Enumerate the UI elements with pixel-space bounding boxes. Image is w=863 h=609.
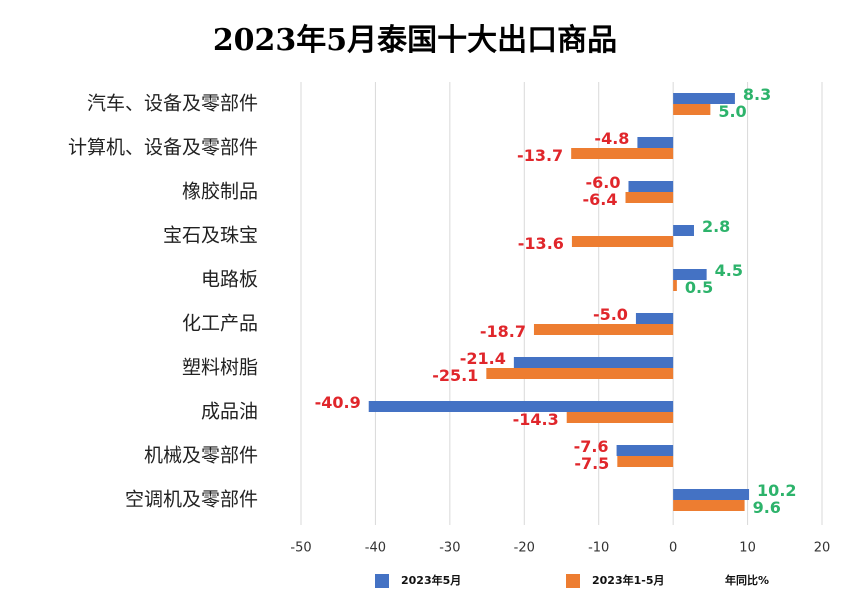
value-label: -6.4: [583, 190, 618, 209]
x-tick-label: 20: [814, 541, 831, 556]
category-label: 塑料树脂: [182, 357, 258, 379]
bar: [673, 500, 745, 511]
x-tick-label: -20: [514, 541, 535, 556]
bar: [625, 192, 674, 203]
bar: [628, 181, 674, 192]
x-tick-label: -50: [290, 541, 311, 556]
legend-swatch: [375, 574, 389, 588]
bar: [566, 412, 674, 423]
legend-swatch: [566, 574, 580, 588]
bar: [673, 269, 707, 280]
value-label: -13.6: [518, 234, 564, 253]
value-label: 2.8: [702, 217, 730, 236]
value-label: -6.0: [586, 173, 621, 192]
value-label: -7.6: [574, 437, 609, 456]
legend-label: 2023年1-5月: [592, 573, 665, 587]
bar: [673, 280, 677, 291]
value-label: -14.3: [513, 410, 559, 429]
value-label: 8.3: [743, 85, 771, 104]
bar: [635, 313, 674, 324]
bar: [673, 93, 735, 104]
bar: [673, 225, 694, 236]
value-label: 5.0: [718, 102, 746, 121]
x-tick-label: -30: [439, 541, 460, 556]
value-label: -7.5: [574, 454, 609, 473]
category-label: 化工产品: [182, 313, 258, 335]
bar: [673, 489, 750, 500]
category-label: 空调机及零部件: [125, 489, 258, 511]
category-label: 机械及零部件: [144, 445, 258, 467]
bar: [673, 104, 711, 115]
category-label: 汽车、设备及零部件: [87, 93, 258, 115]
value-label: -25.1: [432, 366, 478, 385]
bar: [571, 148, 674, 159]
bar: [513, 357, 674, 368]
legend-label: 2023年5月: [401, 573, 461, 587]
category-label: 电路板: [201, 269, 258, 291]
chart-title: 2023年5月泰国十大出口商品: [213, 23, 617, 58]
x-tick-label: -40: [365, 541, 386, 556]
x-tick-label: 10: [739, 541, 756, 556]
value-label: -40.9: [315, 393, 361, 412]
value-label: -18.7: [480, 322, 526, 341]
bar: [571, 236, 674, 247]
category-label: 宝石及珠宝: [163, 225, 258, 247]
value-label: -21.4: [460, 349, 506, 368]
bar: [617, 456, 674, 467]
category-label: 成品油: [201, 401, 258, 423]
bar: [637, 137, 674, 148]
category-label: 橡胶制品: [182, 181, 258, 203]
value-label: -4.8: [594, 129, 629, 148]
x-tick-label: -10: [588, 541, 609, 556]
bar: [616, 445, 674, 456]
value-label: 10.2: [757, 481, 796, 500]
bar: [533, 324, 674, 335]
value-label: 0.5: [685, 278, 713, 297]
value-label: -13.7: [517, 146, 563, 165]
value-label: 9.6: [753, 498, 781, 517]
category-label: 计算机、设备及零部件: [68, 137, 258, 159]
bar: [368, 401, 674, 412]
value-label: -5.0: [593, 305, 628, 324]
value-label: 4.5: [715, 261, 743, 280]
unit-label: 年同比%: [725, 573, 769, 587]
bar: [486, 368, 674, 379]
x-tick-label: 0: [669, 541, 677, 556]
